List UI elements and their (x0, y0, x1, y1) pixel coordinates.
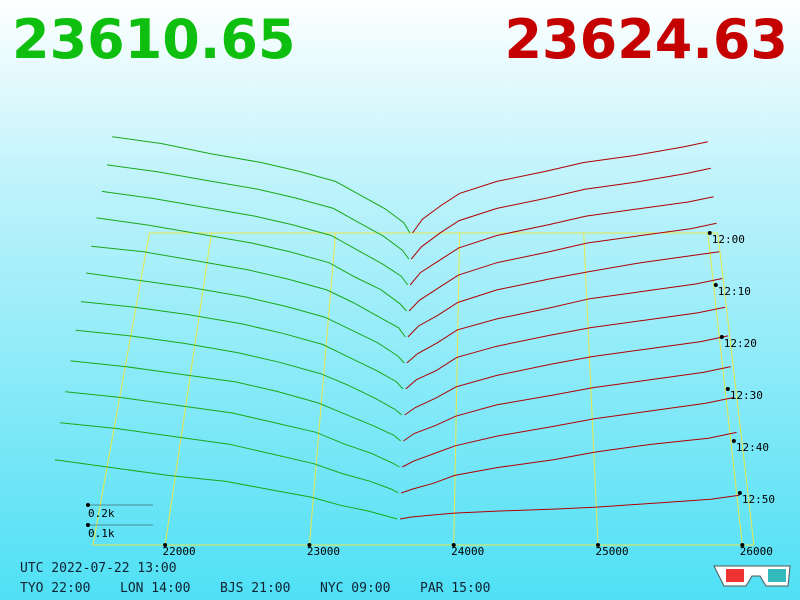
glasses-icon (713, 565, 791, 587)
time-tick (707, 231, 712, 235)
bid-depth-line (65, 391, 400, 468)
x-tick-label: 25000 (595, 545, 628, 558)
ask-depth-line (408, 222, 717, 312)
clock: TYO 22:00 (20, 581, 90, 596)
bid-depth-line (70, 360, 402, 442)
bid-depth-line (112, 136, 411, 234)
bid-depth-line (106, 164, 410, 260)
ask-depth-line (410, 167, 711, 260)
bid-depth-line (101, 190, 409, 286)
ask-price: 23624.63 (504, 8, 788, 71)
clock: LON 14:00 (120, 581, 190, 596)
clock: NYC 09:00 (320, 581, 390, 596)
ask-depth-line (409, 196, 714, 286)
grid-line (707, 232, 743, 546)
bid-depth-line (86, 272, 405, 364)
floor-edge (717, 232, 755, 546)
x-tick-label: 22000 (163, 545, 196, 558)
tick-dot (163, 543, 168, 547)
volume-tick (85, 523, 90, 527)
clock: PAR 15:00 (420, 581, 490, 596)
clock: BJS 21:00 (220, 581, 290, 596)
bid-depth-line (75, 329, 403, 416)
time-tick (725, 387, 730, 391)
ask-depth-line (402, 397, 734, 468)
time-tick-label: 12:00 (712, 233, 745, 246)
ask-depth-line (412, 141, 708, 234)
grid-line (453, 232, 461, 546)
tick-dot (451, 543, 456, 547)
tick-dot (740, 543, 745, 547)
plot: 22000 23000 24000 25000 26000 12:00 12:10 12:20… (54, 136, 775, 558)
tick-dot (307, 543, 312, 547)
time-tick-label: 12:20 (724, 337, 757, 350)
bid-depth-line (54, 459, 398, 520)
volume-tick-label: 0.2k (88, 507, 115, 520)
time-tick-label: 12:40 (736, 441, 769, 454)
utc-time: UTC 2022-07-22 13:00 (20, 561, 177, 576)
grid-line (308, 232, 337, 546)
ask-depth-line (406, 278, 723, 364)
bid-depth-line (91, 245, 406, 338)
grid-line (583, 232, 599, 546)
tick-dot (596, 543, 601, 547)
time-tick (731, 439, 736, 443)
bid-depth-line (96, 217, 407, 312)
ask-depth-line (407, 251, 720, 338)
floor-edge (92, 232, 150, 546)
x-tick-label: 23000 (307, 545, 340, 558)
bid-depth-line (80, 301, 404, 390)
volume-tick (85, 503, 90, 507)
x-tick-label: 24000 (451, 545, 484, 558)
ask-depth-line (399, 494, 740, 520)
volume-tick-label: 0.1k (88, 527, 115, 540)
bid-depth-line (60, 422, 399, 494)
ask-depth-line (405, 306, 726, 390)
time-tick-label: 12:30 (730, 389, 763, 402)
x-tick-label: 26000 (740, 545, 773, 558)
time-tick-label: 12:10 (718, 285, 751, 298)
bid-price: 23610.65 (12, 8, 296, 71)
time-tick (737, 491, 742, 495)
ask-depth-line (401, 431, 737, 494)
time-tick (719, 335, 724, 339)
ask-depth-line (404, 335, 729, 416)
time-tick-label: 12:50 (742, 493, 775, 506)
ask-depth-line (403, 366, 731, 442)
grid-line (164, 232, 212, 546)
time-tick (713, 283, 718, 287)
